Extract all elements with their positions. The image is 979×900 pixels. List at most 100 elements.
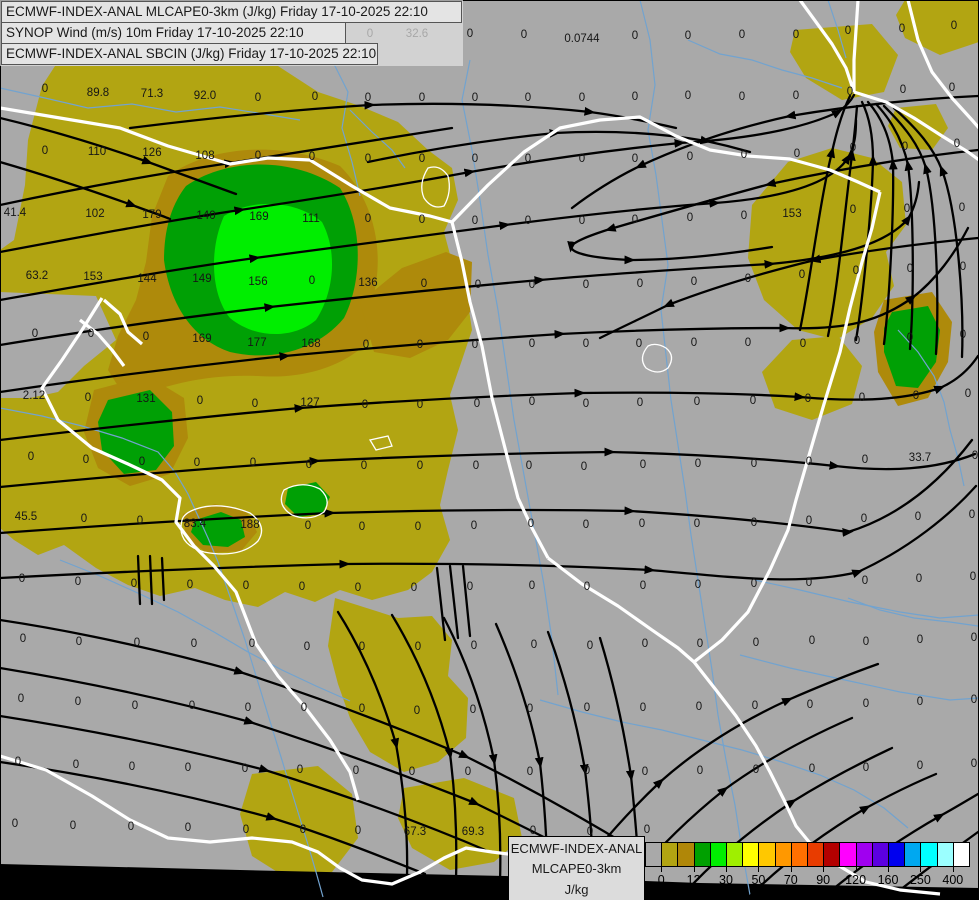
station-value: 0 (409, 766, 415, 778)
station-value: 0 (131, 578, 137, 590)
legend-title-box: ECMWF-INDEX-ANAL MLCAPE0-3km J/kg (508, 836, 645, 900)
country-border (693, 191, 882, 664)
station-value: 0 (800, 338, 806, 350)
station-value: 0 (472, 215, 478, 227)
legend-color-swatch (823, 842, 841, 867)
station-value: 0 (417, 460, 423, 472)
station-value: 0 (255, 92, 261, 104)
cape-region-olive (896, 0, 979, 55)
station-value: 0 (971, 758, 977, 770)
station-value: 0 (637, 397, 643, 409)
station-value: 0 (411, 582, 417, 594)
wind-streamline (820, 792, 979, 900)
station-value: 0 (75, 576, 81, 588)
station-value: 63.2 (26, 270, 48, 282)
country-border (40, 297, 360, 801)
station-value: 0 (83, 454, 89, 466)
station-value: 110 (88, 146, 106, 158)
station-value: 144 (137, 273, 157, 285)
station-value: 0 (309, 151, 315, 163)
station-value: 0 (197, 395, 203, 407)
country-border (906, 0, 979, 130)
country-border (547, 556, 941, 896)
station-value: 0 (642, 638, 648, 650)
station-value: 71.3 (141, 88, 163, 100)
station-value: 0 (959, 202, 965, 214)
legend-tick (661, 867, 663, 872)
station-value: 0 (355, 825, 361, 837)
color-legend: ECMWF-INDEX-ANAL MLCAPE0-3km J/kg 0 12 30 5… (508, 836, 979, 900)
station-value: 0 (583, 398, 589, 410)
station-value: 0 (863, 762, 869, 774)
station-value: 0 (361, 460, 367, 472)
station-value: 0 (185, 822, 191, 834)
country-border (0, 106, 453, 224)
legend-tick-label: 70 (783, 873, 798, 887)
station-value: 0 (847, 86, 853, 98)
legend-color-swatch (758, 842, 776, 867)
wind-streamline (366, 129, 752, 164)
station-value: 0 (521, 29, 527, 41)
station-value: 0 (862, 454, 868, 466)
station-value: 0 (637, 278, 643, 290)
station-value: 0 (917, 696, 923, 708)
legend-unit: J/kg (564, 882, 589, 898)
station-value: 0 (751, 578, 757, 590)
station-value: 0 (806, 456, 812, 468)
station-value: 0 (417, 339, 423, 351)
station-value: 0 (809, 635, 815, 647)
station-value: 0 (971, 632, 977, 644)
station-value: 0 (751, 458, 757, 470)
border-outline (641, 343, 673, 373)
station-value: 0 (913, 390, 919, 402)
legend-tick (888, 867, 889, 872)
wind-streamline (0, 484, 978, 581)
legend-color-swatch (871, 842, 889, 867)
station-value: 0 (579, 215, 585, 227)
wind-streamline (798, 94, 852, 332)
station-value: 0 (15, 756, 21, 768)
station-value: 0 (81, 513, 87, 525)
border-outline (368, 435, 393, 451)
station-value: 0 (750, 395, 756, 407)
wind-streamline (160, 556, 166, 602)
wind-streamline (892, 106, 964, 359)
station-value: 0 (845, 25, 851, 37)
legend-tick (823, 867, 825, 872)
cape-region-gray (0, 292, 116, 398)
station-value: 177 (247, 337, 266, 349)
station-value: 0 (300, 824, 306, 836)
station-value: 0 (583, 519, 589, 531)
legend-tick (758, 867, 760, 872)
wind-streamline (136, 554, 142, 606)
legend-tick-label: 50 (751, 873, 766, 887)
station-value: 140 (196, 210, 215, 222)
station-value: 0 (305, 520, 311, 532)
station-value: 0 (531, 639, 537, 651)
station-value: 0 (584, 581, 590, 593)
station-value: 0 (793, 29, 799, 41)
station-value: 131 (136, 393, 155, 405)
wind-streamline (336, 610, 409, 878)
station-value: 0 (414, 705, 420, 717)
station-value: 0 (529, 338, 535, 350)
station-value: 0 (245, 702, 251, 714)
station-value: 0 (970, 571, 976, 583)
station-value: 0 (644, 824, 650, 836)
station-value: 0 (861, 513, 867, 525)
station-value: 0 (75, 696, 81, 708)
station-value: 0 (917, 760, 923, 772)
station-value: 0 (904, 203, 910, 215)
legend-color-swatch (839, 842, 857, 867)
station-value: 0 (475, 279, 481, 291)
station-value: 0 (250, 457, 256, 469)
station-value: 0 (363, 339, 369, 351)
station-value: 0 (417, 399, 423, 411)
title-line-synop-wind: SYNOP Wind (m/s) 10m Friday 17-10-2025 2… (1, 22, 346, 44)
station-value: 89.8 (87, 87, 109, 99)
station-value: 67.3 (404, 826, 426, 838)
station-value: 0 (741, 210, 747, 222)
station-value: 0 (579, 153, 585, 165)
station-value: 0 (951, 20, 957, 32)
